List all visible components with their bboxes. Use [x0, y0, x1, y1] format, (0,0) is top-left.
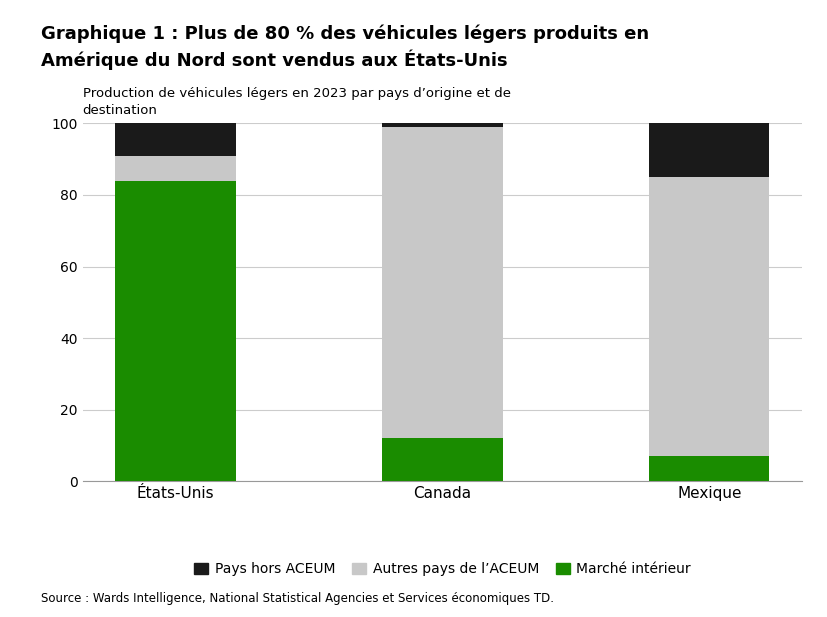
Text: Source : Wards Intelligence, National Statistical Agencies et Services économiqu: Source : Wards Intelligence, National St…	[41, 592, 554, 605]
Bar	[649, 177, 769, 456]
Text: Graphique 1 : Plus de 80 % des véhicules légers produits en
Amérique du Nord son: Graphique 1 : Plus de 80 % des véhicules…	[41, 25, 649, 70]
Bar	[116, 181, 236, 481]
Bar	[649, 456, 769, 481]
Bar	[116, 155, 236, 181]
Text: Production de véhicules légers en 2023 par pays d’origine et de
destination: Production de véhicules légers en 2023 p…	[83, 87, 511, 117]
Bar	[116, 123, 236, 155]
Bar	[382, 123, 503, 127]
Legend: Pays hors ACEUM, Autres pays de l’ACEUM, Marché intérieur: Pays hors ACEUM, Autres pays de l’ACEUM,…	[189, 557, 696, 582]
Bar	[382, 127, 503, 438]
Bar	[649, 123, 769, 177]
Bar	[382, 438, 503, 481]
